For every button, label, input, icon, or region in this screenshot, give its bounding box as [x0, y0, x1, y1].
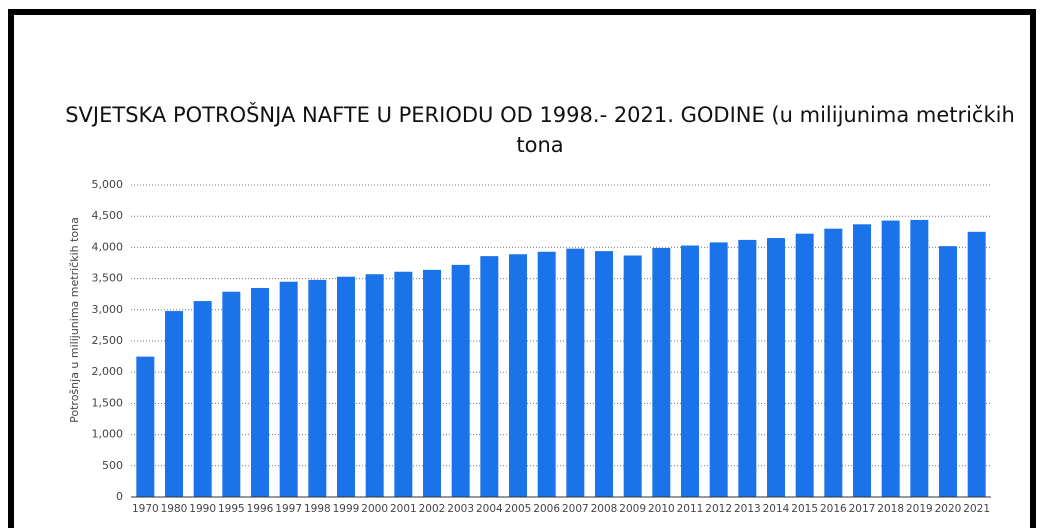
- x-tick-label: 2005: [505, 503, 532, 515]
- bar: [193, 301, 212, 497]
- x-tick-label: 2016: [820, 503, 847, 515]
- x-tick-label: 2020: [935, 503, 962, 515]
- bar: [451, 264, 470, 497]
- x-tick-label: 2002: [419, 503, 446, 515]
- y-tick-label: 4,500: [92, 209, 124, 222]
- bar: [308, 279, 327, 497]
- bar: [595, 251, 613, 497]
- y-axis-label: Potrošnja u milijunima metričkih tona: [68, 217, 81, 423]
- bar: [480, 256, 499, 497]
- bar: [365, 274, 384, 497]
- x-tick-label: 1990: [189, 503, 216, 515]
- x-tick-label: 2013: [734, 503, 761, 515]
- bar: [881, 220, 900, 497]
- bar: [623, 255, 642, 497]
- bar: [537, 251, 556, 497]
- x-tick-label: 2003: [447, 503, 474, 515]
- bar: [337, 276, 355, 497]
- x-tick-label: 2000: [361, 503, 388, 515]
- bar: [279, 281, 298, 497]
- y-tick-label: 500: [102, 459, 123, 472]
- y-tick-label: 3,000: [92, 303, 124, 316]
- frame: [8, 9, 1036, 528]
- x-tick-label: 1999: [333, 503, 360, 515]
- bar: [939, 246, 957, 497]
- y-tick-label: 2,500: [92, 334, 124, 347]
- x-tick-label: 2018: [877, 503, 904, 515]
- x-tick-label: 2009: [619, 503, 646, 515]
- y-tick-label: 0: [116, 490, 123, 503]
- bar: [967, 231, 986, 498]
- bar: [853, 224, 871, 497]
- chart-title: tona: [516, 133, 563, 157]
- bar: [566, 248, 585, 497]
- bar: [738, 239, 757, 498]
- x-tick-label: 2012: [705, 503, 732, 515]
- chart-title: SVJETSKA POTROŠNJA NAFTE U PERIODU OD 19…: [65, 102, 1015, 127]
- bar: [394, 271, 413, 497]
- x-tick-label: 2001: [390, 503, 417, 515]
- y-tick-label: 4,000: [92, 240, 124, 253]
- bar: [165, 311, 183, 497]
- x-tick-label: 2017: [849, 503, 876, 515]
- x-tick-label: 2019: [906, 503, 933, 515]
- y-tick-label: 1,500: [92, 396, 124, 409]
- bar: [681, 245, 699, 497]
- bar: [910, 219, 929, 497]
- x-tick-label: 2015: [791, 503, 818, 515]
- bar: [423, 269, 441, 497]
- bar: [824, 228, 843, 497]
- bar: [767, 238, 785, 498]
- bar: [251, 287, 269, 497]
- x-tick-label: 2021: [963, 503, 990, 515]
- bar: [509, 254, 527, 497]
- bar: [652, 248, 671, 497]
- x-tick-label: 2006: [533, 503, 560, 515]
- bar: [795, 233, 814, 497]
- x-tick-label: 2011: [677, 503, 704, 515]
- y-tick-label: 2,000: [92, 365, 124, 378]
- x-tick-label: 2014: [763, 503, 790, 515]
- x-tick-label: 1997: [275, 503, 302, 515]
- x-tick-label: 2004: [476, 503, 503, 515]
- bar: [136, 356, 155, 497]
- y-tick-label: 1,000: [92, 428, 124, 441]
- x-tick-label: 1996: [247, 503, 274, 515]
- x-tick-label: 1995: [218, 503, 245, 515]
- x-tick-label: 2007: [562, 503, 589, 515]
- y-tick-label: 3,500: [92, 272, 124, 285]
- bar: [709, 242, 728, 497]
- y-tick-label: 5,000: [92, 178, 124, 191]
- x-tick-label: 2010: [648, 503, 675, 515]
- x-tick-label: 2008: [591, 503, 618, 515]
- x-tick-label: 1980: [161, 503, 188, 515]
- bar: [222, 291, 241, 497]
- x-tick-label: 1970: [132, 503, 159, 515]
- x-tick-label: 1998: [304, 503, 331, 515]
